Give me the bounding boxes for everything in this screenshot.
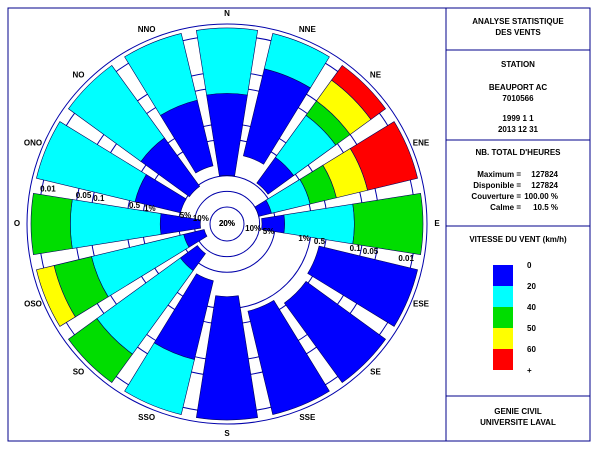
hours-value: 127824: [531, 181, 558, 190]
direction-label: SO: [73, 368, 85, 377]
wind-segment: [195, 27, 259, 96]
hours-value: 10.5 %: [533, 203, 558, 212]
r-tick-label: 0.1: [350, 244, 362, 253]
legend-title: VITESSE DU VENT (km/h): [469, 235, 567, 244]
wind-segment: [36, 121, 147, 203]
legend-swatch: [493, 286, 513, 307]
hours-label: Maximum =: [477, 170, 521, 179]
legend-label: 60: [527, 345, 536, 354]
station-end: 2013 12 31: [498, 125, 539, 134]
hours-label: Couverture =: [471, 192, 521, 201]
legend-swatch: [493, 328, 513, 349]
r-tick-label: 10%: [193, 214, 209, 223]
station-id: 7010566: [502, 94, 534, 103]
direction-label: E: [434, 219, 440, 228]
frame: [7, 7, 591, 442]
wind-segment: [349, 121, 418, 191]
direction-label: OSO: [24, 299, 42, 308]
r-tick-label: 0.01: [398, 254, 414, 263]
direction-label: NNE: [299, 25, 317, 34]
legend-label: 40: [527, 303, 536, 312]
legend-end-label: +: [527, 366, 532, 375]
direction-label: SSE: [299, 413, 316, 422]
direction-label: SSO: [138, 413, 155, 422]
r-tick-label: 1%: [144, 204, 156, 213]
station-name: BEAUPORT AC: [489, 83, 548, 92]
wind-segment: [68, 318, 133, 383]
legend-swatch: [493, 349, 513, 370]
r-tick-label: 5%: [180, 211, 192, 220]
r-tick-label: 0.05: [76, 191, 92, 200]
ring: [209, 206, 245, 242]
r-tick-label: 0.1: [93, 194, 105, 203]
direction-label: ESE: [413, 299, 430, 308]
legend-swatch: [493, 265, 513, 286]
header-line: DES VENTS: [495, 28, 541, 37]
wind-segment: [68, 65, 165, 162]
r-tick-label: 10%: [245, 224, 261, 233]
direction-label: NNO: [138, 25, 156, 34]
wind-segment: [331, 65, 386, 120]
r-tick-label: 0.5: [129, 201, 141, 210]
direction-label: SE: [370, 368, 381, 377]
direction-label: S: [224, 429, 230, 438]
wind-segment: [124, 342, 195, 415]
wind-segment: [307, 245, 418, 327]
direction-label: NO: [73, 71, 85, 80]
legend-swatch: [493, 307, 513, 328]
hours-title: NB. TOTAL D'HEURES: [475, 148, 561, 157]
wind-segment: [283, 280, 386, 383]
wind-segment: [263, 33, 330, 89]
hours-label: Calme =: [490, 203, 521, 212]
r-tick-label: 0.01: [40, 184, 56, 193]
direction-label: ENE: [413, 139, 430, 148]
wind-segment: [36, 265, 76, 327]
direction-label: NE: [370, 71, 382, 80]
direction-label: O: [14, 219, 20, 228]
r-tick-label: 5%: [263, 227, 275, 236]
footer-line: UNIVERSITE LAVAL: [480, 418, 556, 427]
station-title: STATION: [501, 60, 535, 69]
footer-line: GENIE CIVIL: [494, 407, 542, 416]
legend-label: 20: [527, 282, 536, 291]
wind-segment: [247, 299, 330, 415]
hours-value: 127824: [531, 170, 558, 179]
wind-segment: [124, 33, 198, 116]
r-tick-label: 20%: [219, 219, 235, 228]
r-tick-label: 0.05: [363, 247, 379, 256]
wind-segment: [195, 295, 259, 421]
direction-label: ONO: [24, 139, 42, 148]
header-line: ANALYSE STATISTIQUE: [472, 17, 564, 26]
legend-label: 50: [527, 324, 536, 333]
legend-label: 0: [527, 261, 532, 270]
wind-segment: [352, 192, 424, 256]
wind-segment: [30, 192, 73, 256]
outer-ring: [26, 23, 428, 425]
hours-label: Disponible =: [473, 181, 521, 190]
r-tick-label: 1%: [298, 234, 310, 243]
r-tick-label: 20%: [219, 219, 235, 228]
direction-label: N: [224, 9, 230, 18]
station-start: 1999 1 1: [502, 114, 534, 123]
hours-value: 100.00 %: [524, 192, 558, 201]
r-tick-label: 0.5: [314, 237, 326, 246]
